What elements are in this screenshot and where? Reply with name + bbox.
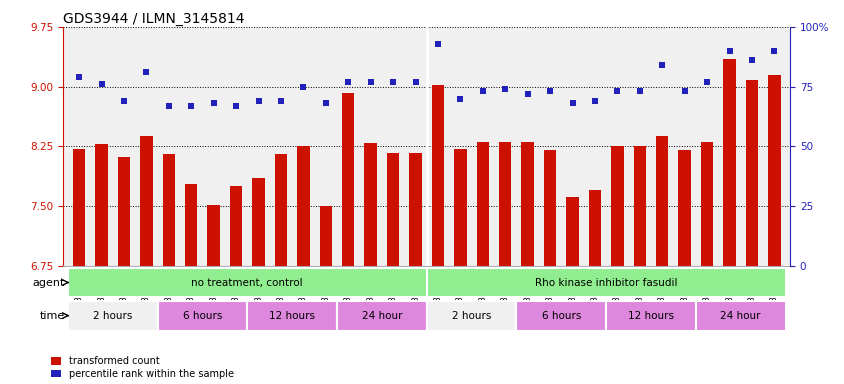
Point bbox=[296, 84, 310, 90]
Bar bbox=[700, 142, 712, 266]
Point bbox=[273, 98, 287, 104]
Bar bbox=[230, 186, 242, 266]
Point bbox=[117, 98, 131, 104]
Text: 2 hours: 2 hours bbox=[93, 311, 133, 321]
Bar bbox=[297, 146, 309, 266]
Bar bbox=[337, 301, 426, 331]
Point bbox=[162, 103, 176, 109]
Bar bbox=[499, 142, 511, 266]
Legend: transformed count, percentile rank within the sample: transformed count, percentile rank withi… bbox=[51, 356, 234, 379]
Text: time: time bbox=[39, 311, 64, 321]
Point bbox=[543, 88, 556, 94]
Bar bbox=[68, 301, 157, 331]
Bar bbox=[252, 178, 264, 266]
Bar bbox=[544, 151, 555, 266]
Bar bbox=[208, 205, 219, 266]
Bar bbox=[454, 149, 466, 266]
Bar bbox=[319, 206, 332, 266]
Point bbox=[498, 86, 511, 92]
Point bbox=[430, 41, 444, 47]
Point bbox=[95, 81, 108, 87]
Text: 24 hour: 24 hour bbox=[361, 311, 402, 321]
Bar bbox=[73, 149, 85, 266]
Bar bbox=[516, 301, 605, 331]
Bar bbox=[157, 301, 247, 331]
Point bbox=[700, 79, 713, 85]
Bar bbox=[408, 153, 421, 266]
Point bbox=[184, 103, 197, 109]
Bar bbox=[140, 136, 153, 266]
Bar bbox=[588, 190, 600, 266]
Bar bbox=[521, 142, 533, 266]
Point bbox=[722, 48, 735, 54]
Point bbox=[655, 62, 668, 68]
Point bbox=[341, 79, 354, 85]
Bar bbox=[678, 151, 690, 266]
Point bbox=[632, 88, 646, 94]
Text: no treatment, control: no treatment, control bbox=[192, 278, 303, 288]
Point bbox=[453, 96, 467, 102]
Point bbox=[610, 88, 624, 94]
Point bbox=[520, 91, 533, 97]
Bar bbox=[431, 85, 444, 266]
Point bbox=[386, 79, 399, 85]
Bar bbox=[387, 153, 398, 266]
Point bbox=[587, 98, 601, 104]
Point bbox=[744, 57, 758, 63]
Bar bbox=[185, 184, 197, 266]
Point bbox=[207, 100, 220, 106]
Bar bbox=[605, 301, 695, 331]
Bar bbox=[162, 154, 175, 266]
Text: 6 hours: 6 hours bbox=[541, 311, 581, 321]
Point bbox=[252, 98, 265, 104]
Bar bbox=[695, 301, 785, 331]
Bar bbox=[476, 142, 489, 266]
Bar bbox=[633, 146, 645, 266]
Bar bbox=[722, 59, 735, 266]
Bar bbox=[117, 157, 130, 266]
Bar bbox=[95, 144, 107, 266]
Bar bbox=[342, 93, 354, 266]
Point bbox=[408, 79, 422, 85]
Bar bbox=[274, 154, 287, 266]
Point bbox=[73, 74, 86, 80]
Point bbox=[475, 88, 489, 94]
Bar bbox=[745, 80, 757, 266]
Bar bbox=[247, 301, 337, 331]
Point bbox=[139, 69, 153, 75]
Point bbox=[229, 103, 242, 109]
Text: 12 hours: 12 hours bbox=[627, 311, 674, 321]
Text: GDS3944 / ILMN_3145814: GDS3944 / ILMN_3145814 bbox=[63, 12, 245, 26]
Bar bbox=[364, 143, 376, 266]
Bar bbox=[610, 146, 623, 266]
Text: agent: agent bbox=[32, 278, 64, 288]
Point bbox=[766, 48, 780, 54]
Point bbox=[565, 100, 579, 106]
Bar bbox=[767, 75, 780, 266]
Point bbox=[319, 100, 333, 106]
Bar bbox=[426, 301, 516, 331]
Point bbox=[677, 88, 690, 94]
Text: 6 hours: 6 hours bbox=[182, 311, 222, 321]
Text: 2 hours: 2 hours bbox=[452, 311, 490, 321]
Text: Rho kinase inhibitor fasudil: Rho kinase inhibitor fasudil bbox=[534, 278, 677, 288]
Text: 12 hours: 12 hours bbox=[269, 311, 315, 321]
Bar bbox=[426, 268, 785, 297]
Bar bbox=[565, 197, 578, 266]
Point bbox=[364, 79, 377, 85]
Text: 24 hour: 24 hour bbox=[720, 311, 760, 321]
Bar bbox=[68, 268, 426, 297]
Bar bbox=[655, 136, 668, 266]
